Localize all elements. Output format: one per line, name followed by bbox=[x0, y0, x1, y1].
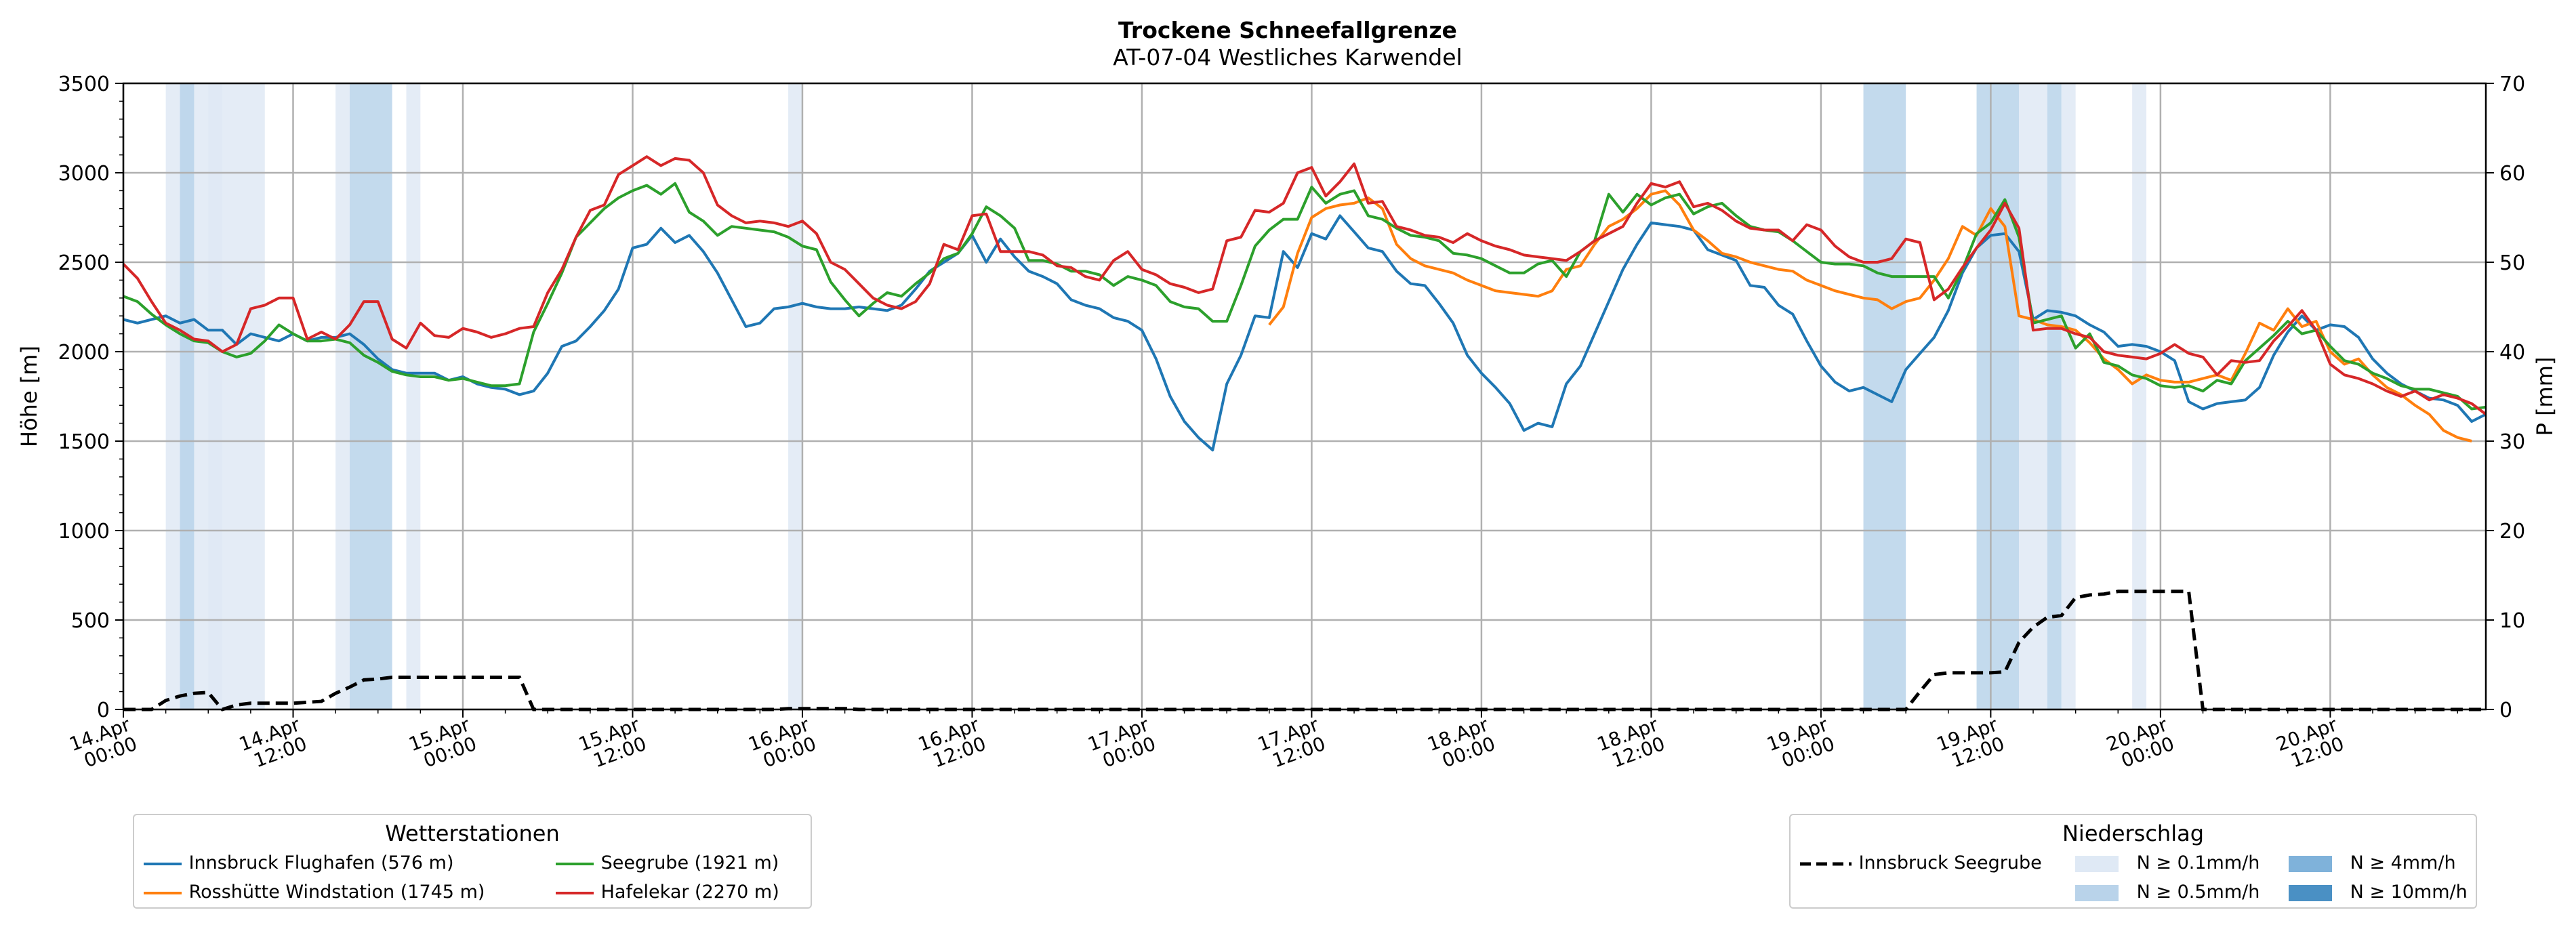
legend-label: Innsbruck Flughafen (576 m) bbox=[188, 852, 454, 873]
x-tick-label: 15.Apr12:00 bbox=[575, 713, 649, 775]
series-line bbox=[123, 214, 2487, 452]
y2-tick-label: 10 bbox=[2499, 609, 2525, 633]
stations-legend: Wetterstationen Innsbruck Flughafen (576… bbox=[133, 814, 812, 909]
y2-tick-label: 30 bbox=[2499, 430, 2525, 454]
precip-band bbox=[208, 83, 265, 709]
legend-label: Rosshütte Windstation (1745 m) bbox=[188, 882, 485, 903]
legend-line-dashed-black bbox=[1800, 862, 1852, 865]
legend-swatch bbox=[2289, 855, 2332, 872]
stations-legend-title: Wetterstationen bbox=[385, 821, 560, 846]
series-line bbox=[123, 182, 2487, 411]
grid-lines bbox=[122, 82, 2486, 711]
series-line bbox=[1268, 189, 2472, 442]
x-tick-label: 19.Apr12:00 bbox=[1934, 713, 2007, 775]
x-tick-label: 16.Apr00:00 bbox=[745, 713, 819, 775]
precipitation-legend: Niederschlag Innsbruck Seegrube N ≥ 0.1m… bbox=[1789, 814, 2477, 909]
legend-item-n-05: N ≥ 0.5mm/h bbox=[2075, 882, 2260, 903]
legend-label: Innsbruck Seegrube bbox=[1858, 852, 2042, 873]
legend-item-seegrube: Seegrube (1921 m) bbox=[554, 852, 779, 873]
precip-band bbox=[1863, 83, 1906, 709]
legend-label: N ≥ 10mm/h bbox=[2350, 882, 2468, 903]
legend-item-n-4: N ≥ 4mm/h bbox=[2289, 852, 2456, 873]
precip-band bbox=[349, 83, 392, 709]
y2-tick-label: 70 bbox=[2499, 73, 2525, 96]
legend-item-n-01: N ≥ 0.1mm/h bbox=[2075, 852, 2260, 873]
x-tick-label: 18.Apr00:00 bbox=[1425, 713, 1498, 775]
series-line bbox=[122, 155, 2487, 415]
axes: 0 0 500 10 1000 20 1500 30 2000 40 2500 50 3000 60 350… bbox=[58, 73, 2526, 775]
precip-band bbox=[180, 83, 195, 709]
chart-subtitle: AT-07-04 Westliches Karwendel bbox=[1113, 44, 1462, 70]
x-tick-label: 17.Apr00:00 bbox=[1085, 713, 1159, 775]
precip-band bbox=[406, 83, 421, 709]
precip-band bbox=[2132, 83, 2147, 709]
legend-item-innsbruck-seegrube: Innsbruck Seegrube bbox=[1799, 852, 2042, 873]
precipitation-line bbox=[123, 590, 2486, 711]
plot-frame bbox=[122, 82, 2487, 711]
precipitation-legend-title: Niederschlag bbox=[2062, 821, 2205, 846]
x-tick-label: 17.Apr12:00 bbox=[1254, 713, 1328, 775]
y2-tick-label: 40 bbox=[2499, 341, 2525, 365]
x-tick-label: 14.Apr12:00 bbox=[236, 713, 310, 775]
x-tick-label: 14.Apr00:00 bbox=[66, 713, 140, 775]
y-tick-label: 500 bbox=[71, 609, 110, 633]
y-tick-label: 0 bbox=[97, 699, 110, 722]
legend-label: N ≥ 0.5mm/h bbox=[2136, 882, 2260, 903]
legend-label: N ≥ 0.1mm/h bbox=[2136, 852, 2260, 873]
x-tick-label: 19.Apr00:00 bbox=[1764, 713, 1838, 775]
precip-band bbox=[2047, 83, 2062, 709]
y2-tick-label: 0 bbox=[2499, 699, 2512, 722]
legend-label: N ≥ 4mm/h bbox=[2350, 852, 2456, 873]
precip-band bbox=[1976, 83, 2020, 709]
legend-line-orange bbox=[144, 891, 182, 894]
y-tick-label: 1000 bbox=[58, 520, 110, 543]
x-tick-label: 15.Apr00:00 bbox=[406, 713, 480, 775]
y2-axis-label: P [mm] bbox=[2532, 357, 2558, 436]
precip-band bbox=[788, 83, 802, 709]
y-tick-label: 3500 bbox=[58, 73, 110, 96]
x-tick-label: 20.Apr12:00 bbox=[2273, 713, 2347, 775]
y-tick-label: 2500 bbox=[58, 251, 110, 275]
y-axis-label: Höhe [m] bbox=[16, 346, 42, 447]
legend-label: Hafelekar (2270 m) bbox=[600, 882, 779, 903]
y2-tick-label: 50 bbox=[2499, 251, 2525, 275]
x-tick-label: 16.Apr12:00 bbox=[915, 713, 989, 775]
legend-label: Seegrube (1921 m) bbox=[600, 852, 779, 873]
legend-swatch bbox=[2075, 855, 2119, 872]
chart-title: Trockene Schneefallgrenze bbox=[1118, 17, 1457, 43]
legend-line-green bbox=[556, 862, 594, 865]
legend-item-n-10: N ≥ 10mm/h bbox=[2289, 882, 2468, 903]
y-tick-label: 3000 bbox=[58, 162, 110, 186]
x-tick-label: 20.Apr00:00 bbox=[2104, 713, 2178, 775]
precip-band bbox=[335, 83, 350, 709]
legend-swatch bbox=[2075, 884, 2119, 901]
y-tick-label: 2000 bbox=[58, 341, 110, 365]
precip-cumulative-line bbox=[123, 590, 2486, 711]
legend-line-blue bbox=[144, 862, 182, 865]
y-tick-label: 1500 bbox=[58, 430, 110, 454]
x-tick-label: 18.Apr12:00 bbox=[1594, 713, 1668, 775]
legend-item-rosshuette: Rosshütte Windstation (1745 m) bbox=[142, 882, 485, 903]
legend-line-red bbox=[556, 891, 594, 894]
y2-tick-label: 20 bbox=[2499, 520, 2525, 543]
precip-band bbox=[2019, 83, 2047, 709]
precipitation-shading bbox=[165, 83, 2147, 709]
precip-band bbox=[2061, 83, 2076, 709]
legend-swatch bbox=[2289, 884, 2332, 901]
y2-tick-label: 60 bbox=[2499, 162, 2525, 186]
station-lines bbox=[122, 155, 2487, 452]
legend-item-innsbruck-flughafen: Innsbruck Flughafen (576 m) bbox=[142, 852, 454, 873]
legend-item-hafelekar: Hafelekar (2270 m) bbox=[554, 882, 779, 903]
